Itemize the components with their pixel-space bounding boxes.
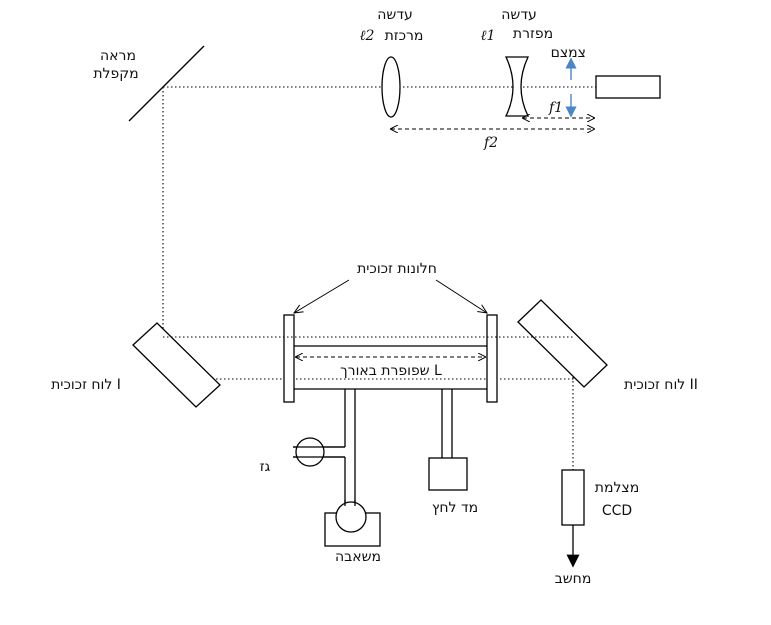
diverging-lens-symbol: ℓ1 <box>481 28 496 44</box>
aperture-label: צמצם <box>551 45 586 61</box>
tube-label: שפופרת באורך L <box>340 363 442 379</box>
glass-plate-right <box>517 299 608 388</box>
focusing-lens-title: עדשה <box>377 7 412 23</box>
folding-mirror-label-2: מקפלת <box>93 66 138 82</box>
glass-windows-arrow-right <box>435 279 487 313</box>
pressure-gauge-box <box>428 457 468 491</box>
glass-plate-right-label: לוח זכוכית II <box>624 377 698 393</box>
folding-mirror <box>128 45 205 122</box>
computer-label: מחשב <box>555 571 592 587</box>
camera-label-2: CCD <box>602 503 632 519</box>
f2-label: f2 <box>483 135 498 151</box>
laser-box <box>595 75 661 99</box>
window-right <box>486 314 498 403</box>
glass-windows-label: חלונות זכוכית <box>357 261 437 277</box>
pump-label: משאבה <box>335 549 381 565</box>
pump-rotor <box>335 501 367 533</box>
pressure-gauge-label: מד לחץ <box>432 500 478 516</box>
diverging-lens-name: מפזרת <box>513 26 553 42</box>
window-left <box>283 314 295 403</box>
ccd-camera <box>561 469 585 526</box>
glass-plate-left <box>132 322 221 408</box>
gas-label: גז <box>260 459 271 475</box>
gas-valve <box>295 437 325 467</box>
glass-windows-arrow-left <box>294 279 350 313</box>
folding-mirror-label-1: מראה <box>100 48 136 64</box>
diverging-lens <box>504 56 530 117</box>
camera-label-1: מצלמת <box>595 480 639 496</box>
f1-label: f1 <box>548 100 563 116</box>
focusing-lens <box>381 56 401 118</box>
glass-plate-left-label: לוח זכוכית I <box>51 377 121 393</box>
diverging-lens-title: עדשה <box>501 7 536 23</box>
focusing-lens-name: מרכזת <box>385 28 424 44</box>
focusing-lens-symbol: ℓ2 <box>360 28 375 44</box>
